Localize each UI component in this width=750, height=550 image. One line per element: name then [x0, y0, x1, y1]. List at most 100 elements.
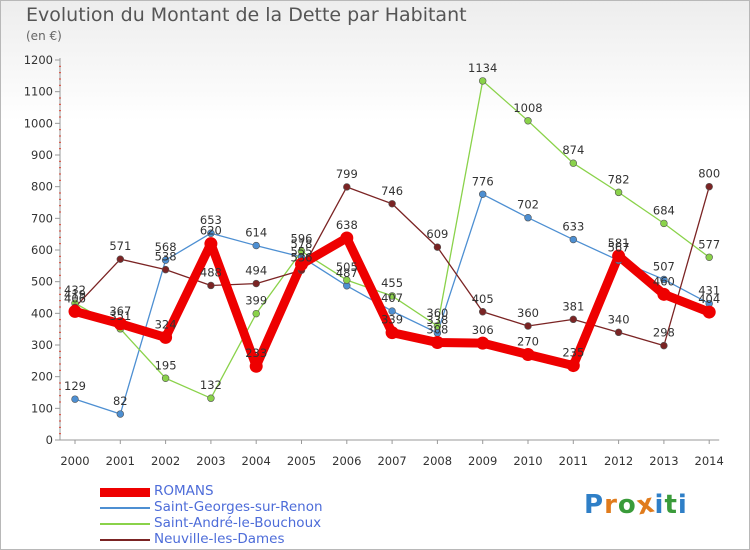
y-tick-label: 500 — [31, 275, 53, 289]
y-tick-label: 1000 — [24, 116, 53, 130]
data-point — [343, 183, 351, 191]
data-label: 568 — [155, 240, 177, 254]
y-tick-label: 1100 — [24, 85, 53, 99]
x-tick-label: 2009 — [468, 454, 497, 468]
data-point — [388, 307, 396, 315]
data-label: 1134 — [468, 61, 497, 75]
data-label: 405 — [472, 292, 494, 306]
series-points — [68, 77, 716, 418]
data-label: 746 — [381, 184, 403, 198]
data-point — [68, 304, 82, 318]
y-tick-label: 300 — [31, 338, 53, 352]
data-point — [702, 305, 716, 319]
data-label: 367 — [109, 304, 131, 318]
data-label: 555 — [291, 244, 313, 258]
data-label: 596 — [291, 231, 313, 245]
data-label: 620 — [200, 224, 222, 238]
x-tick-label: 2004 — [242, 454, 271, 468]
data-point — [161, 256, 170, 264]
data-label: 638 — [336, 218, 358, 232]
data-point — [660, 275, 668, 284]
legend-label: ROMANS — [154, 483, 214, 499]
data-label: 233 — [245, 346, 267, 360]
data-point — [161, 374, 170, 382]
data-label: 800 — [698, 167, 720, 181]
x-tick-label: 2000 — [60, 454, 89, 468]
logo-letter: i — [677, 490, 688, 520]
x-tick-label: 2014 — [695, 454, 724, 468]
x-tick-label: 2006 — [332, 454, 361, 468]
data-point — [569, 315, 577, 324]
data-label: 195 — [155, 358, 177, 372]
legend-swatch — [100, 523, 150, 525]
legend-label: Neuville-les-Dames — [154, 531, 285, 547]
data-point — [479, 190, 487, 198]
data-point — [71, 395, 79, 403]
data-point — [207, 394, 215, 402]
data-label: 494 — [245, 264, 267, 278]
legend-label: Saint-Georges-sur-Renon — [154, 499, 323, 515]
legend-swatch — [100, 487, 150, 497]
data-label: 455 — [381, 276, 403, 290]
data-point — [612, 249, 626, 263]
data-label: 381 — [562, 299, 584, 313]
data-point — [524, 322, 532, 330]
data-label: 799 — [336, 167, 358, 181]
data-label: 338 — [426, 313, 448, 327]
x-tick-label: 2001 — [106, 454, 135, 468]
data-label: 407 — [381, 291, 403, 305]
chart-unit-label: (en €) — [26, 29, 62, 43]
y-tick-label: 200 — [31, 370, 53, 384]
data-label: 308 — [426, 322, 448, 336]
data-point — [252, 279, 260, 288]
data-label: 684 — [653, 203, 675, 217]
data-point — [388, 292, 396, 300]
data-label: 339 — [381, 313, 403, 327]
data-point — [657, 287, 671, 301]
y-tick-label: 800 — [31, 180, 53, 194]
y-tick-label: 1200 — [24, 53, 53, 67]
data-label: 581 — [608, 236, 630, 250]
data-label: 129 — [64, 379, 86, 393]
data-label: 360 — [517, 306, 539, 320]
y-tick-label: 100 — [31, 401, 53, 415]
data-label: 306 — [472, 323, 494, 337]
data-label: 298 — [653, 326, 675, 340]
data-point — [385, 326, 399, 340]
data-point — [433, 322, 442, 330]
logo-letter: o — [617, 490, 637, 520]
data-point — [705, 253, 713, 261]
data-label: 571 — [109, 239, 131, 253]
data-label: 487 — [336, 266, 358, 280]
chart-axes: 0 100 200 300 400 500 600 700 800 900 1000 1100 1200… — [24, 53, 724, 468]
x-tick-label: 2012 — [604, 454, 633, 468]
data-point — [614, 188, 623, 197]
data-point — [116, 410, 125, 418]
y-tick-label: 900 — [31, 148, 53, 162]
data-label: 419 — [64, 287, 86, 301]
x-tick-label: 2010 — [513, 454, 542, 468]
data-label: 270 — [517, 335, 539, 349]
data-point — [207, 281, 215, 290]
data-label: 776 — [472, 174, 494, 188]
chart-title: Evolution du Montant de la Dette par Hab… — [26, 4, 467, 26]
data-label: 406 — [64, 291, 86, 305]
logo-letter: P — [584, 490, 605, 520]
data-point — [430, 335, 444, 349]
data-point — [476, 336, 490, 350]
data-point — [340, 231, 354, 245]
data-label: 874 — [562, 143, 584, 157]
data-label: 488 — [200, 265, 222, 279]
data-label: 340 — [608, 312, 630, 326]
data-point — [388, 200, 396, 208]
data-point — [207, 229, 215, 237]
data-point — [159, 330, 173, 344]
data-point — [521, 348, 535, 361]
y-tick-label: 0 — [46, 433, 53, 447]
data-label: 404 — [698, 292, 720, 306]
y-tick-label: 400 — [31, 306, 53, 320]
data-point — [343, 276, 351, 284]
data-point — [161, 265, 170, 274]
data-label: 567 — [608, 240, 630, 254]
